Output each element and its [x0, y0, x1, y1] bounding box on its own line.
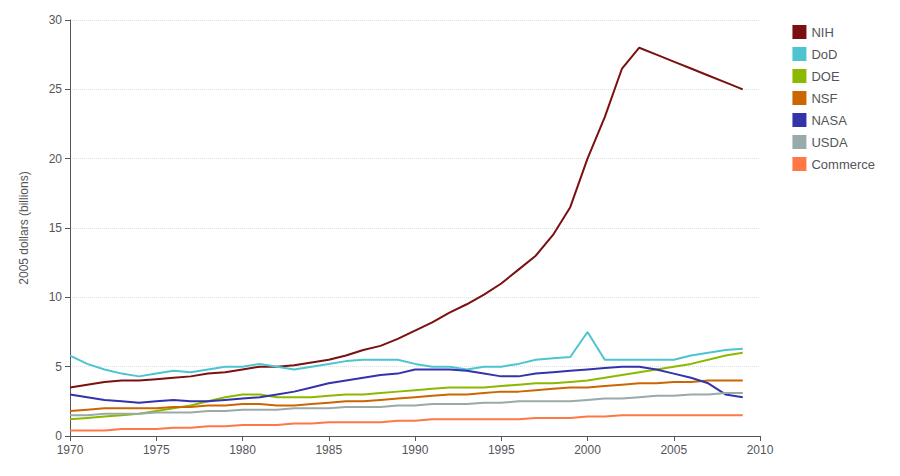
- svg-text:10: 10: [49, 290, 63, 304]
- svg-text:1975: 1975: [143, 443, 170, 457]
- svg-text:DOE: DOE: [811, 69, 840, 84]
- svg-text:DoD: DoD: [811, 47, 837, 62]
- svg-text:0: 0: [55, 429, 62, 443]
- svg-text:15: 15: [49, 221, 63, 235]
- svg-text:20: 20: [49, 152, 63, 166]
- svg-text:1980: 1980: [229, 443, 256, 457]
- svg-text:Commerce: Commerce: [811, 157, 875, 172]
- svg-text:1995: 1995: [488, 443, 515, 457]
- svg-text:5: 5: [55, 360, 62, 374]
- svg-text:1970: 1970: [57, 443, 84, 457]
- svg-text:USDA: USDA: [811, 135, 847, 150]
- svg-text:1990: 1990: [402, 443, 429, 457]
- svg-text:2005 dollars (billions): 2005 dollars (billions): [17, 171, 31, 284]
- svg-text:NSF: NSF: [811, 91, 837, 106]
- svg-text:1985: 1985: [315, 443, 342, 457]
- svg-text:25: 25: [49, 82, 63, 96]
- svg-text:NASA: NASA: [811, 113, 847, 128]
- svg-text:NIH: NIH: [811, 25, 833, 40]
- svg-text:30: 30: [49, 13, 63, 27]
- svg-text:2010: 2010: [747, 443, 774, 457]
- svg-text:2000: 2000: [574, 443, 601, 457]
- svg-text:2005: 2005: [660, 443, 687, 457]
